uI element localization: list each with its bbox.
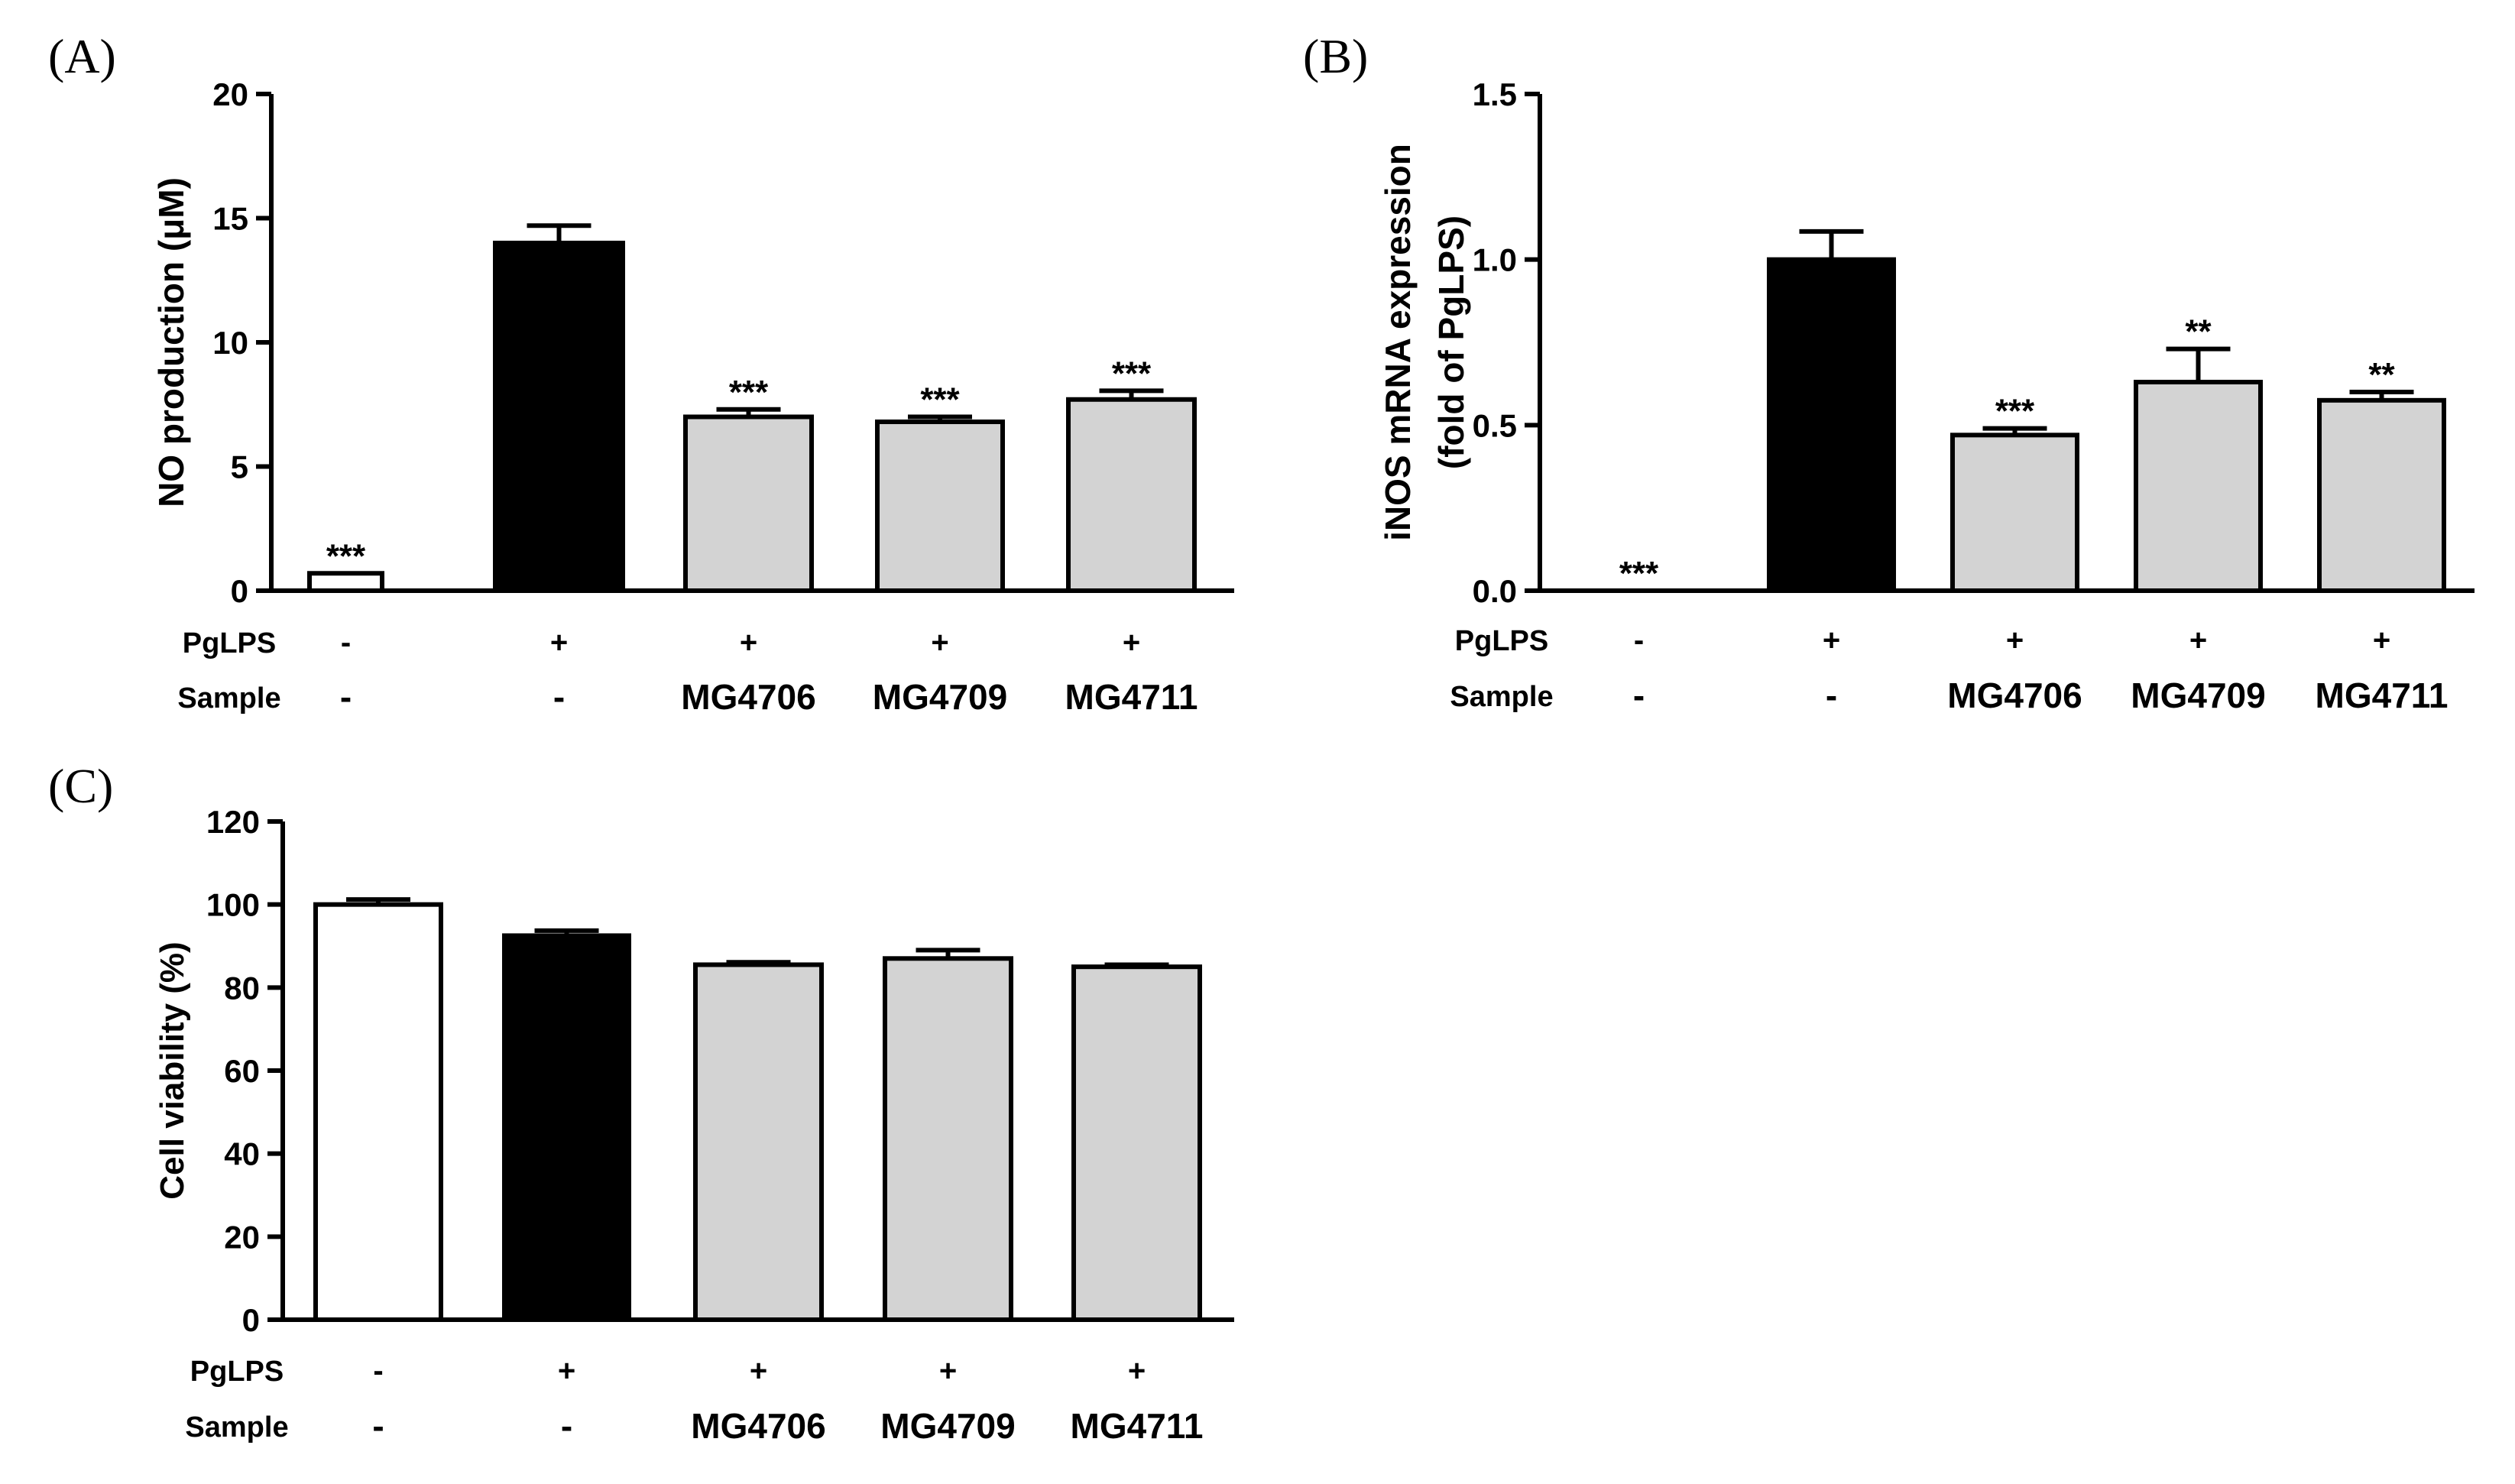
significance-label-3: ***: [1995, 393, 2035, 430]
pglps-value-4: +: [2189, 624, 2207, 657]
y-tick-label: 20: [224, 1219, 260, 1255]
sample-value-5: MG4711: [1065, 677, 1198, 717]
bar-3: [693, 962, 824, 1322]
y-tick-label: 5: [231, 449, 248, 485]
pglps-value-1: -: [373, 1354, 383, 1388]
sample-row-label: Sample: [185, 1411, 288, 1443]
y-tick-label: 100: [206, 887, 260, 923]
sample-value-5: MG4711: [2316, 676, 2449, 715]
pglps-value-1: -: [1634, 624, 1644, 657]
sample-row-label: Sample: [177, 682, 280, 714]
sample-value-3: MG4706: [681, 677, 815, 717]
pglps-row-label: PgLPS: [1455, 625, 1548, 657]
bar-5: [1071, 964, 1202, 1322]
bar-3: [1950, 433, 2079, 593]
pglps-value-5: +: [1128, 1354, 1146, 1388]
y-tick-label: 10: [212, 325, 248, 361]
panel-letter: (C): [48, 759, 113, 813]
bar-3: [683, 414, 814, 593]
sample-value-5: MG4711: [1071, 1406, 1204, 1446]
bar-4: [875, 420, 1005, 593]
y-tick-label: 120: [206, 804, 260, 840]
sample-value-1: -: [340, 677, 352, 717]
chart-panel-c: (C) 0 20 40 60 80 100 120 Cell viability (%) PgLP…: [48, 759, 1234, 1446]
y-tick-label: 0.5: [1473, 407, 1517, 443]
sample-value-4: MG4709: [880, 1406, 1015, 1446]
significance-label-3: ***: [729, 374, 769, 411]
bar-4: [2134, 380, 2263, 593]
pglps-value-5: +: [1123, 626, 1140, 659]
y-axis-title: NO production (μM): [151, 177, 191, 507]
y-tick-label: 0: [231, 573, 248, 609]
y-axis-title: iNOS mRNA expression: [1378, 144, 1418, 541]
bar-2: [502, 933, 631, 1322]
y-tick-label: 20: [212, 76, 248, 112]
sample-row-label: Sample: [1450, 681, 1553, 713]
sample-value-4: MG4709: [2131, 676, 2265, 715]
pglps-value-1: -: [341, 626, 351, 659]
bar-2: [1767, 257, 1896, 593]
y-tick-label: 1.0: [1473, 242, 1517, 278]
significance-label-5: **: [2368, 356, 2395, 394]
pglps-value-2: +: [550, 626, 568, 659]
sample-value-1: -: [1633, 676, 1645, 715]
pglps-value-2: +: [558, 1354, 575, 1388]
sample-value-2: -: [1826, 676, 1837, 715]
bar-2: [493, 241, 625, 593]
sample-value-2: -: [561, 1406, 572, 1446]
y-tick-label: 40: [224, 1136, 260, 1172]
bar-1: [313, 902, 443, 1322]
significance-label-4: ***: [920, 381, 960, 419]
y-tick-label: 0: [242, 1302, 260, 1338]
pglps-value-3: +: [2006, 624, 2024, 657]
pglps-value-2: +: [1823, 624, 1840, 657]
bar-5: [2317, 397, 2446, 593]
y-tick-label: 80: [224, 970, 260, 1006]
sample-value-1: -: [372, 1406, 384, 1446]
y-tick-label: 0.0: [1473, 573, 1517, 609]
y-axis-title: (fold of PgLPS): [1431, 215, 1471, 469]
chart-panel-a: (A) *** *** *** *** 0 5 10 15 20 NO production (μM…: [48, 29, 1234, 717]
panel-letter: (A): [48, 29, 116, 83]
pglps-value-3: +: [740, 626, 757, 659]
sample-value-4: MG4709: [873, 677, 1007, 717]
pglps-row-label: PgLPS: [190, 1356, 284, 1388]
significance-label-5: ***: [1112, 355, 1152, 392]
pglps-value-5: +: [2373, 624, 2390, 657]
sample-value-2: -: [553, 677, 565, 717]
y-axis-title: Cell viability (%): [154, 941, 191, 1199]
pglps-value-3: +: [750, 1354, 767, 1388]
bar-4: [883, 956, 1013, 1323]
y-tick-label: 15: [212, 201, 248, 237]
bar-5: [1066, 397, 1197, 593]
pglps-row-label: PgLPS: [183, 627, 276, 659]
pglps-value-4: +: [931, 626, 948, 659]
significance-label-1: ***: [326, 537, 366, 575]
panel-letter: (B): [1303, 29, 1368, 83]
sample-value-3: MG4706: [1947, 676, 2082, 715]
y-tick-label: 60: [224, 1053, 260, 1089]
bar-1: [307, 571, 384, 593]
sample-value-3: MG4706: [691, 1406, 825, 1446]
significance-label-4: **: [2185, 313, 2212, 351]
significance-label-1: ***: [1619, 555, 1659, 592]
y-tick-label: 1.5: [1473, 76, 1517, 112]
pglps-value-4: +: [939, 1354, 957, 1388]
